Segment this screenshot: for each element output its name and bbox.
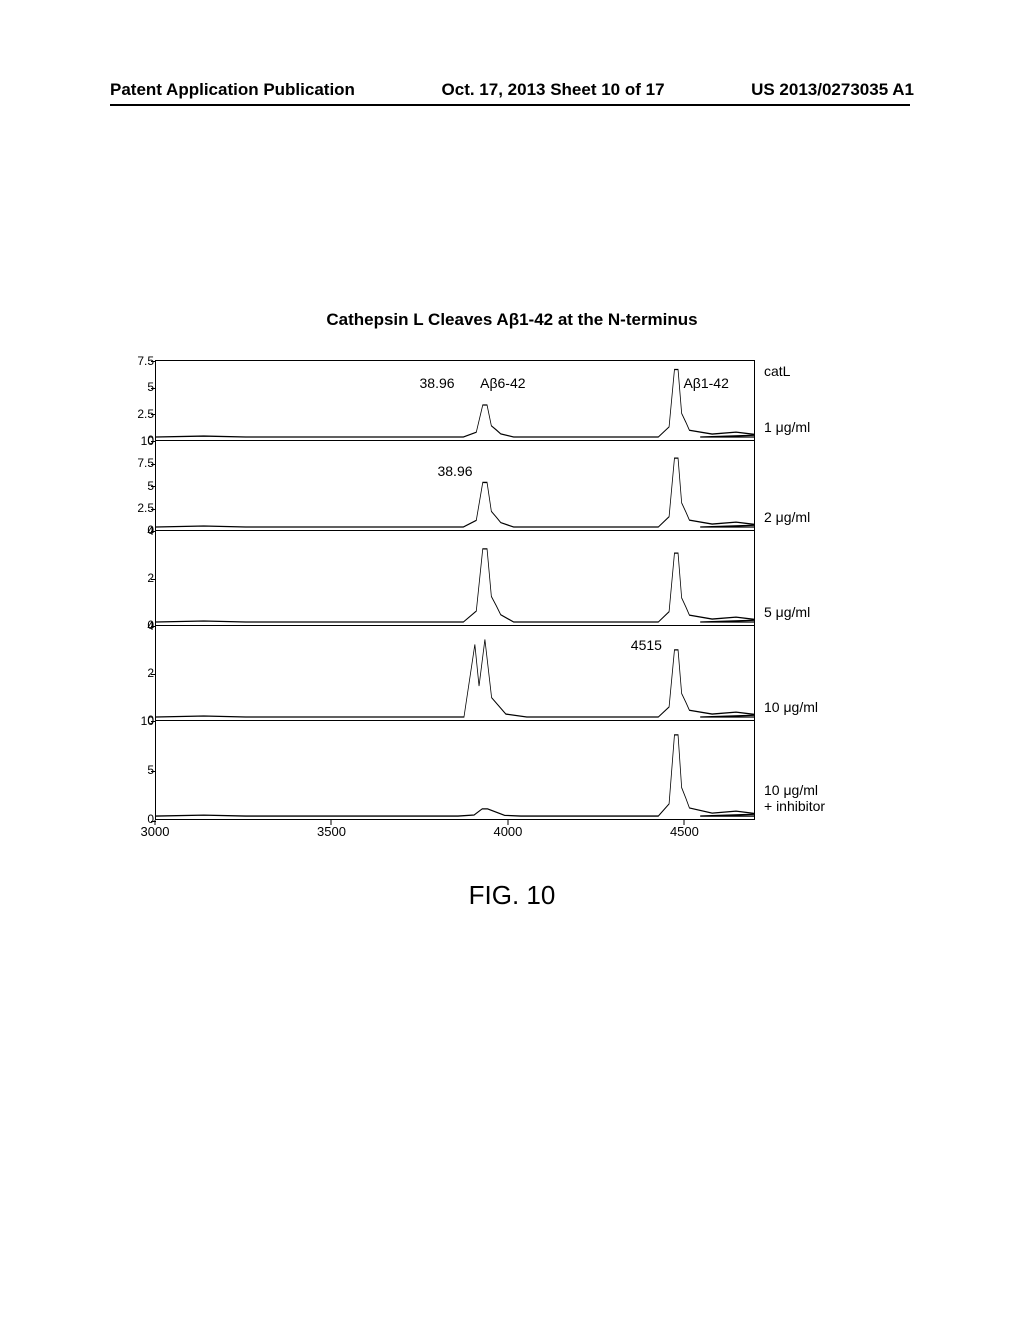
y-axis-ticks: 0510 [114, 721, 154, 819]
y-tick-label: 10 [114, 434, 154, 448]
spectrum-trace [156, 441, 754, 530]
panel-condition-label: 5 μg/ml [764, 604, 864, 620]
y-tick-label: 2 [114, 666, 154, 680]
x-tick-label: 4500 [670, 824, 699, 839]
x-tick-label: 4000 [493, 824, 522, 839]
y-tick-label: 5 [114, 479, 154, 493]
y-tick-label: 4 [114, 524, 154, 538]
spectrum-trace [156, 531, 754, 625]
spectrum-trace [156, 626, 754, 720]
y-tick-label: 5 [114, 380, 154, 394]
spectrum-panel: 2 μg/ml02.557.51038.96 [155, 440, 755, 530]
x-tick-label: 3500 [317, 824, 346, 839]
figure-caption: FIG. 10 [0, 880, 1024, 911]
y-tick-label: 10 [114, 714, 154, 728]
chart-title: Cathepsin L Cleaves Aβ1-42 at the N-term… [0, 310, 1024, 330]
header-right: US 2013/0273035 A1 [751, 80, 914, 100]
y-tick-label: 7.5 [114, 354, 154, 368]
y-tick-label: 2.5 [114, 501, 154, 515]
panel-condition-label: 10 μg/ml + inhibitor [764, 782, 864, 814]
header-rule [110, 104, 910, 106]
y-tick-label: 7.5 [114, 456, 154, 470]
x-tick-label: 3000 [141, 824, 170, 839]
spectrum-trace [156, 721, 754, 819]
spectrum-panel: 1 μg/mlcatL02.557.538.96Aβ6-42Aβ1-42 [155, 360, 755, 440]
header-left: Patent Application Publication [110, 80, 355, 100]
panel-condition-label: 10 μg/ml [764, 699, 864, 715]
y-axis-ticks: 024 [114, 531, 154, 625]
spectra-panels: 1 μg/mlcatL02.557.538.96Aβ6-42Aβ1-422 μg… [155, 360, 755, 820]
y-axis-ticks: 02.557.510 [114, 441, 154, 530]
panel-condition-label: 1 μg/ml [764, 419, 864, 435]
enzyme-label: catL [764, 363, 864, 379]
spectrum-trace [156, 361, 754, 440]
panel-condition-label: 2 μg/ml [764, 509, 864, 525]
spectrum-panel: 10 μg/ml0244515 [155, 625, 755, 720]
y-tick-label: 5 [114, 763, 154, 777]
y-tick-label: 2.5 [114, 407, 154, 421]
y-tick-label: 2 [114, 571, 154, 585]
page-header: Patent Application Publication Oct. 17, … [0, 80, 1024, 100]
y-axis-ticks: 024 [114, 626, 154, 720]
spectrum-panel: 10 μg/ml + inhibitor0510 [155, 720, 755, 820]
y-tick-label: 4 [114, 619, 154, 633]
header-center: Oct. 17, 2013 Sheet 10 of 17 [442, 80, 665, 100]
y-axis-ticks: 02.557.5 [114, 361, 154, 440]
spectrum-panel: 5 μg/ml024 [155, 530, 755, 625]
